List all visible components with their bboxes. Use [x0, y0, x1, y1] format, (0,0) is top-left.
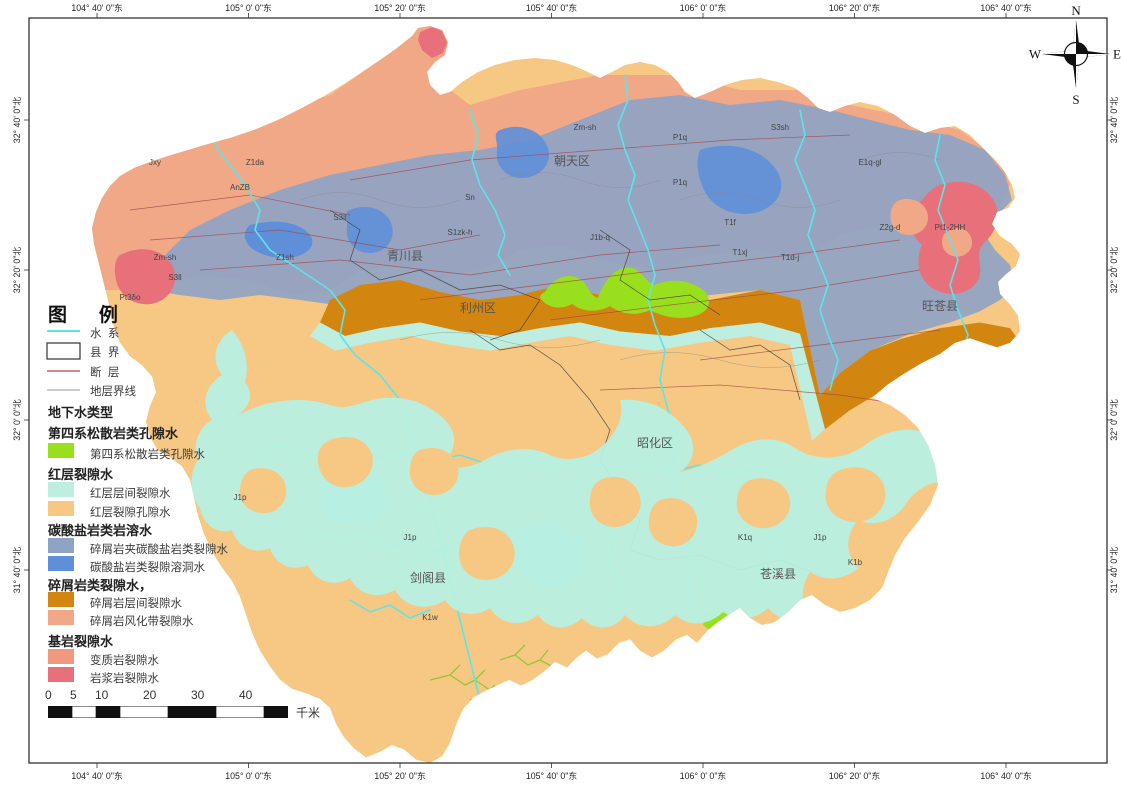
svg-text:利州区: 利州区: [460, 301, 496, 315]
svg-text:32° 20' 0"北: 32° 20' 0"北: [12, 247, 22, 294]
svg-text:P1q: P1q: [673, 133, 687, 142]
svg-text:105° 20' 0"东: 105° 20' 0"东: [374, 770, 426, 781]
svg-text:105° 40' 0"东: 105° 40' 0"东: [526, 770, 578, 781]
svg-text:Zm-sh: Zm-sh: [154, 253, 177, 262]
svg-text:旺苍县: 旺苍县: [922, 299, 958, 313]
svg-text:S3ll: S3ll: [168, 273, 182, 282]
svg-text:105° 0' 0"东: 105° 0' 0"东: [225, 2, 272, 13]
svg-text:朝天区: 朝天区: [554, 154, 590, 168]
svg-text:32° 0' 0"北: 32° 0' 0"北: [12, 399, 22, 441]
svg-text:106° 40' 0"东: 106° 40' 0"东: [980, 770, 1032, 781]
svg-text:105° 40' 0"东: 105° 40' 0"东: [526, 2, 578, 13]
svg-text:106° 0' 0"东: 106° 0' 0"东: [680, 770, 727, 781]
svg-text:S3ll: S3ll: [333, 213, 347, 222]
svg-text:S3sh: S3sh: [771, 123, 789, 132]
svg-text:104° 40' 0"东: 104° 40' 0"东: [71, 770, 123, 781]
svg-text:K1b: K1b: [848, 558, 863, 567]
svg-text:106° 0' 0"东: 106° 0' 0"东: [680, 2, 727, 13]
svg-text:T1f: T1f: [724, 218, 736, 227]
svg-text:31° 40' 0"北: 31° 40' 0"北: [1109, 547, 1119, 594]
svg-text:K1q: K1q: [738, 533, 752, 542]
svg-text:T1xj: T1xj: [732, 248, 747, 257]
svg-text:106° 20' 0"东: 106° 20' 0"东: [829, 770, 881, 781]
svg-text:32° 0' 0"北: 32° 0' 0"北: [1109, 399, 1119, 441]
svg-text:Sn: Sn: [465, 193, 475, 202]
svg-text:104° 40' 0"东: 104° 40' 0"东: [71, 2, 123, 13]
svg-text:32° 40' 0"北: 32° 40' 0"北: [12, 97, 22, 144]
svg-text:苍溪县: 苍溪县: [760, 567, 796, 581]
svg-text:Pt3δo: Pt3δo: [120, 293, 141, 302]
svg-text:青川县: 青川县: [387, 249, 423, 263]
svg-text:J1p: J1p: [404, 533, 417, 542]
svg-text:105° 20' 0"东: 105° 20' 0"东: [374, 2, 426, 13]
svg-text:W: W: [1029, 47, 1042, 62]
svg-text:剑阁县: 剑阁县: [410, 570, 446, 585]
svg-text:105° 0' 0"东: 105° 0' 0"东: [225, 770, 272, 781]
svg-text:J1p: J1p: [234, 493, 247, 502]
svg-text:S1zk-h: S1zk-h: [448, 228, 473, 237]
svg-text:K1w: K1w: [422, 613, 438, 622]
svg-text:J1b-q: J1b-q: [590, 233, 610, 242]
svg-text:32° 40' 0"北: 32° 40' 0"北: [1109, 97, 1119, 144]
svg-text:32° 20' 0"北: 32° 20' 0"北: [1109, 247, 1119, 294]
svg-text:31° 40' 0"北: 31° 40' 0"北: [12, 547, 22, 594]
svg-text:E: E: [1113, 47, 1121, 62]
svg-text:Z1sh: Z1sh: [276, 253, 294, 262]
svg-text:Z2g-d: Z2g-d: [880, 223, 901, 232]
svg-text:昭化区: 昭化区: [637, 436, 673, 450]
svg-text:T1d-j: T1d-j: [781, 253, 799, 262]
svg-text:AnZB: AnZB: [230, 183, 250, 192]
svg-text:Jxy: Jxy: [149, 158, 161, 167]
svg-text:E1q-gl: E1q-gl: [858, 158, 881, 167]
svg-text:Zm-sh: Zm-sh: [574, 123, 597, 132]
svg-text:P1q: P1q: [673, 178, 687, 187]
svg-text:N: N: [1071, 3, 1081, 18]
svg-text:106° 40' 0"东: 106° 40' 0"东: [980, 2, 1032, 13]
svg-text:S: S: [1072, 92, 1079, 107]
svg-text:106° 20' 0"东: 106° 20' 0"东: [829, 2, 881, 13]
svg-text:Z1da: Z1da: [246, 158, 265, 167]
svg-text:J1p: J1p: [814, 533, 827, 542]
svg-text:Pt1-2HH: Pt1-2HH: [935, 223, 966, 232]
